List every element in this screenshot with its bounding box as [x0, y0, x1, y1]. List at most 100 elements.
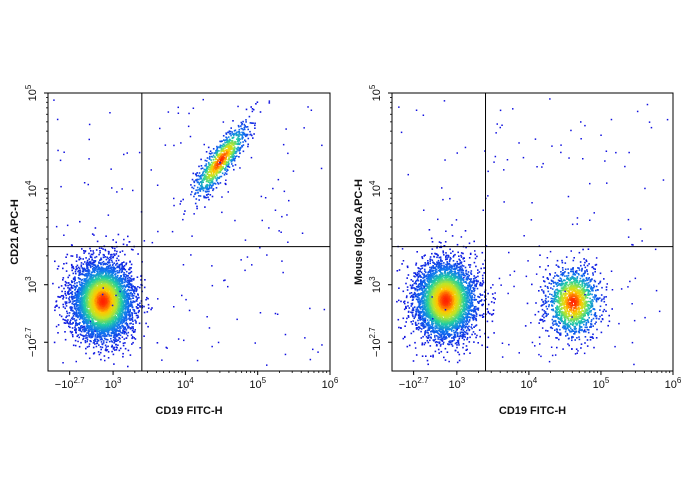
event-dot — [118, 280, 120, 282]
event-dot — [77, 296, 80, 299]
event-dot — [116, 347, 118, 349]
event-dot — [122, 320, 125, 322]
event-dot — [94, 275, 96, 277]
event-dot — [83, 292, 85, 295]
event-dot — [111, 266, 113, 269]
event-dot — [99, 309, 101, 312]
event-dot — [99, 351, 102, 354]
event-dot — [99, 283, 102, 286]
event-dot — [72, 267, 75, 270]
event-dot — [121, 264, 123, 266]
event-dot — [98, 294, 100, 296]
event-dot — [105, 349, 108, 352]
event-dot — [62, 296, 65, 299]
event-dot — [87, 290, 90, 292]
event-dot — [96, 329, 99, 331]
event-dot — [88, 326, 90, 328]
event-dot — [89, 255, 92, 257]
event-dot — [99, 269, 101, 272]
event-dot — [127, 327, 129, 329]
event-dot — [105, 320, 107, 322]
event-dot — [97, 340, 100, 342]
event-dot — [117, 325, 119, 327]
event-dot — [113, 292, 115, 294]
event-dot — [87, 282, 89, 284]
event-dot — [121, 317, 123, 319]
event-dot — [114, 273, 116, 276]
event-dot — [98, 284, 100, 287]
event-dot — [132, 249, 134, 251]
event-dot — [91, 317, 93, 319]
event-dot — [137, 294, 139, 296]
event-dot — [70, 263, 73, 266]
event-dot — [75, 319, 78, 321]
event-dot — [112, 318, 115, 321]
event-dot — [124, 281, 126, 284]
event-dot — [119, 312, 122, 315]
event-dot — [123, 319, 126, 322]
event-dot — [105, 275, 108, 277]
event-dot — [106, 325, 109, 328]
event-dot — [133, 295, 135, 297]
event-dot — [98, 273, 101, 276]
event-dot — [100, 279, 103, 281]
event-dot — [94, 318, 96, 321]
event-dot — [112, 317, 115, 320]
event-dot — [75, 312, 78, 315]
event-dot — [104, 321, 106, 323]
event-dot — [68, 314, 70, 317]
event-dot — [119, 276, 121, 279]
event-dot — [100, 281, 103, 283]
event-dot — [110, 310, 113, 313]
event-dot — [81, 267, 84, 270]
event-dot — [116, 272, 119, 274]
event-dot — [76, 267, 78, 270]
event-dot — [86, 264, 89, 266]
event-dot — [81, 286, 84, 289]
event-dot — [139, 302, 141, 304]
event-dot — [101, 331, 103, 334]
event-dot — [102, 323, 105, 325]
event-dot — [130, 267, 132, 269]
event-dot — [113, 270, 116, 272]
event-dot — [74, 289, 76, 291]
event-dot — [91, 290, 93, 292]
event-dot — [78, 267, 81, 270]
event-dot — [92, 294, 95, 297]
event-dot — [98, 316, 100, 319]
event-dot — [71, 331, 74, 333]
event-dot — [81, 284, 83, 287]
event-dot — [98, 261, 100, 263]
event-dot — [77, 266, 80, 269]
event-dot — [113, 315, 116, 318]
event-dot — [113, 363, 115, 365]
event-dot — [77, 326, 80, 329]
event-dot — [130, 270, 133, 273]
event-dot — [124, 327, 127, 330]
event-dot — [71, 298, 74, 301]
event-dot — [105, 296, 108, 299]
event-dot — [118, 310, 120, 312]
event-dot — [115, 343, 117, 346]
event-dot — [113, 331, 116, 334]
event-dot — [104, 311, 106, 313]
event-dot — [61, 290, 63, 293]
event-dot — [115, 310, 117, 313]
event-dot — [103, 275, 106, 277]
event-dot — [101, 294, 104, 297]
event-dot — [136, 276, 139, 278]
event-dot — [126, 280, 128, 283]
event-dot — [124, 342, 126, 344]
event-dot — [68, 301, 70, 304]
event-dot — [94, 311, 96, 314]
event-dot — [113, 253, 115, 255]
event-dot — [118, 349, 121, 352]
event-dot — [125, 292, 128, 295]
event-dot — [115, 299, 118, 301]
event-dot — [131, 329, 134, 332]
event-dot — [100, 333, 102, 336]
event-dot — [129, 261, 131, 263]
event-dot — [99, 326, 102, 328]
event-dot — [126, 308, 128, 310]
event-dot — [108, 260, 110, 262]
